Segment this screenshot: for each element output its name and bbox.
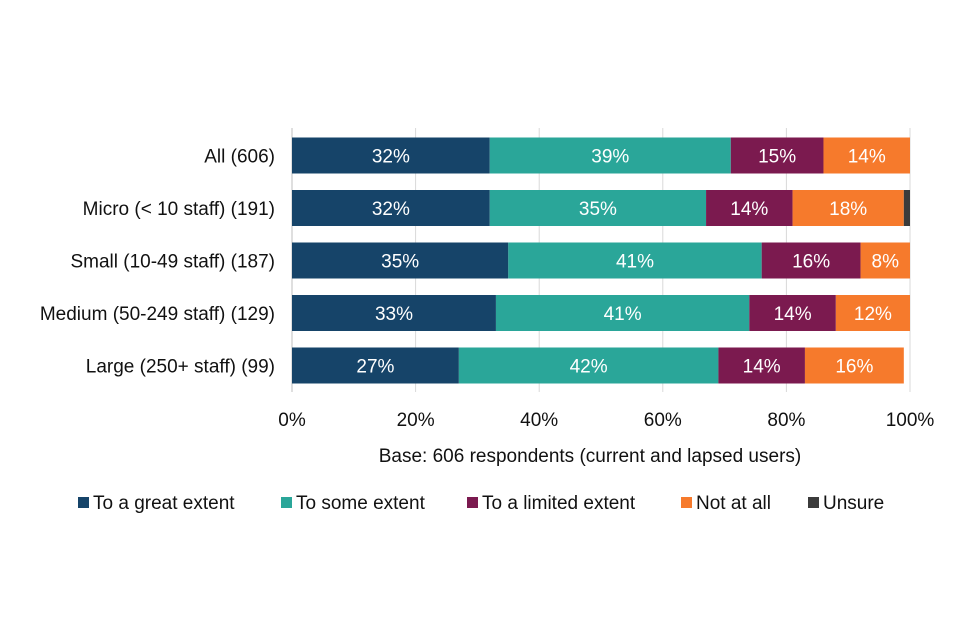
bar-segment (903, 190, 910, 226)
legend-swatch (78, 497, 89, 508)
category-label: Medium (50-249 staff) (129) (40, 304, 275, 325)
bar-segment (835, 295, 910, 331)
data-label: 14% (730, 199, 768, 220)
bar-segment (489, 190, 707, 226)
data-label: 27% (356, 357, 394, 378)
x-tick-label: 20% (397, 410, 435, 431)
legend-label: Unsure (823, 493, 884, 514)
data-label: 33% (375, 304, 413, 325)
bar-segment (292, 295, 496, 331)
legend-label: To a great extent (93, 493, 235, 514)
data-label: 35% (381, 252, 419, 273)
bar-segment (508, 242, 762, 279)
bar-segment (706, 190, 793, 226)
legend-swatch (281, 497, 292, 508)
bar-segment (292, 242, 509, 279)
category-label: Large (250+ staff) (99) (86, 357, 275, 378)
category-label: Micro (< 10 staff) (191) (83, 199, 275, 220)
data-label: 14% (848, 147, 886, 168)
data-label: 39% (591, 147, 629, 168)
data-label: 16% (835, 357, 873, 378)
category-label: Small (10-49 staff) (187) (70, 252, 275, 273)
x-axis-title: Base: 606 respondents (current and lapse… (379, 446, 801, 467)
bar-segment (749, 295, 836, 331)
data-label: 41% (604, 304, 642, 325)
legend-swatch (808, 497, 819, 508)
data-label: 15% (758, 147, 796, 168)
bar-segment (730, 137, 824, 174)
data-label: 16% (792, 252, 830, 273)
bar-segment (718, 347, 805, 384)
x-tick-label: 60% (644, 410, 682, 431)
bar-segment (489, 137, 731, 174)
data-label: 32% (372, 147, 410, 168)
data-label: 18% (829, 199, 867, 220)
bar-segment (458, 347, 719, 384)
category-label: All (606) (204, 147, 275, 168)
legend-label: To a limited extent (482, 493, 636, 514)
data-label: 12% (854, 304, 892, 325)
bar-segment (823, 137, 910, 174)
bar-segment (292, 137, 490, 174)
bar-segment (804, 347, 904, 384)
data-label: 42% (570, 357, 608, 378)
bar-segment (495, 295, 750, 331)
bar-segment (860, 242, 910, 279)
legend-swatch (681, 497, 692, 508)
legend-label: Not at all (696, 493, 771, 514)
x-tick-label: 80% (767, 410, 805, 431)
x-tick-label: 0% (278, 410, 306, 431)
data-label: 14% (774, 304, 812, 325)
bar-segment (792, 190, 904, 226)
data-label: 14% (743, 357, 781, 378)
data-label: 8% (872, 252, 900, 273)
x-tick-label: 100% (886, 410, 935, 431)
data-label: 35% (579, 199, 617, 220)
legend-label: To some extent (296, 493, 426, 514)
bar-segment (761, 242, 861, 279)
data-label: 32% (372, 199, 410, 220)
bar-segment (292, 347, 459, 384)
bar-segment (292, 190, 490, 226)
legend-swatch (467, 497, 478, 508)
x-tick-label: 40% (520, 410, 558, 431)
data-label: 41% (616, 252, 654, 273)
